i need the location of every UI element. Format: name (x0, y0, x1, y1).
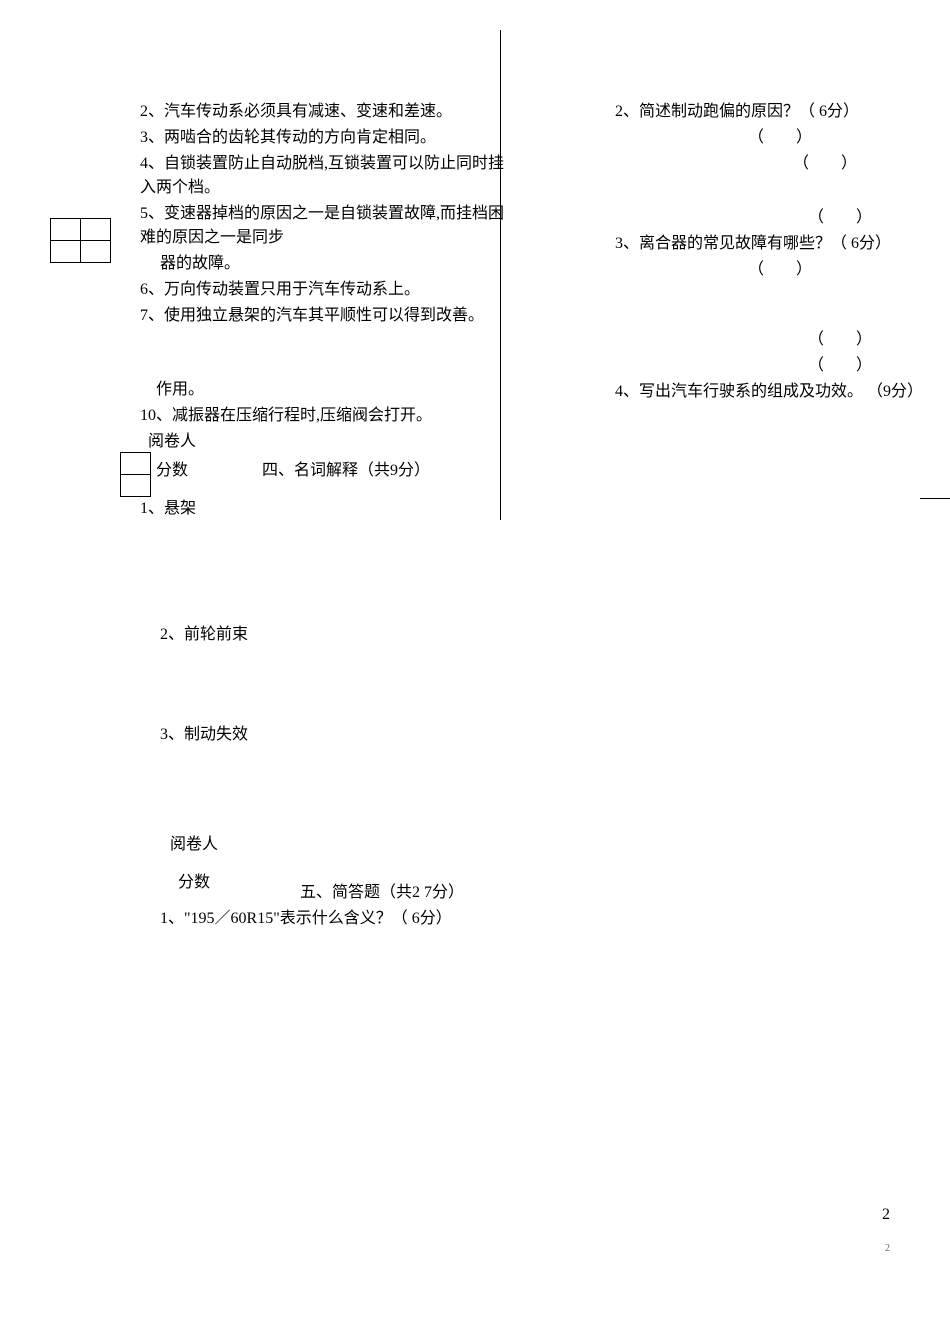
right-edge-line (920, 498, 950, 499)
score-label-2: 分数 (178, 868, 210, 892)
section-4-title: 四、名词解释（共9分） (262, 456, 430, 480)
sec5-q1: 1、"195／60R15"表示什么含义？（ 6分） (160, 904, 452, 928)
sec5-q2: 2、简述制动跑偏的原因？（ 6分） (615, 100, 945, 124)
grader-label-2: 阅卷人 (170, 830, 218, 854)
page-number-tiny: 2 (885, 1243, 890, 1254)
sec5-q4: 4、写出汽车行驶系的组成及功效。 （9分） (615, 380, 945, 404)
question-10: 10、减振器在压缩行程时,压缩阀会打开。 (140, 404, 510, 428)
grader-label-1: 阅卷人 (140, 430, 510, 454)
sec5-q3: 3、离合器的常见故障有哪些？（ 6分） (615, 232, 945, 256)
question-5b: 器的故障。 (140, 252, 510, 276)
sec4-q1: 1、悬架 (140, 497, 510, 521)
sec4-q3: 3、制动失效 (160, 720, 248, 744)
sec4-q2: 2、前轮前束 (160, 620, 248, 644)
section-5-title: 五、简答题（共2 7分） (300, 878, 464, 902)
paren-5: （ ） (615, 206, 945, 230)
paren-4: （ ） (615, 152, 945, 176)
score-box-1 (50, 218, 111, 263)
question-9b: 作用。 (140, 378, 510, 402)
paren-10: （ ） (615, 354, 945, 378)
question-5a: 5、变速器掉档的原因之一是自锁装置故障,而挂档困难的原因之一是同步 (140, 202, 510, 250)
question-4: 4、自锁装置防止自动脱档,互锁装置可以防止同时挂入两个档。 (140, 152, 510, 200)
paren-2a: （ ） (615, 126, 945, 150)
score-box-2 (120, 452, 151, 497)
page-number: 2 (882, 1206, 890, 1224)
question-2: 2、汽车传动系必须具有减速、变速和差速。 (140, 100, 510, 124)
question-7: 7、使用独立悬架的汽车其平顺性可以得到改善。 (140, 304, 510, 328)
paren-9: （ ） (615, 328, 945, 352)
question-3: 3、两啮合的齿轮其传动的方向肯定相同。 (140, 126, 510, 150)
paren-6: （ ） (615, 258, 945, 282)
question-6: 6、万向传动装置只用于汽车传动系上。 (140, 278, 510, 302)
